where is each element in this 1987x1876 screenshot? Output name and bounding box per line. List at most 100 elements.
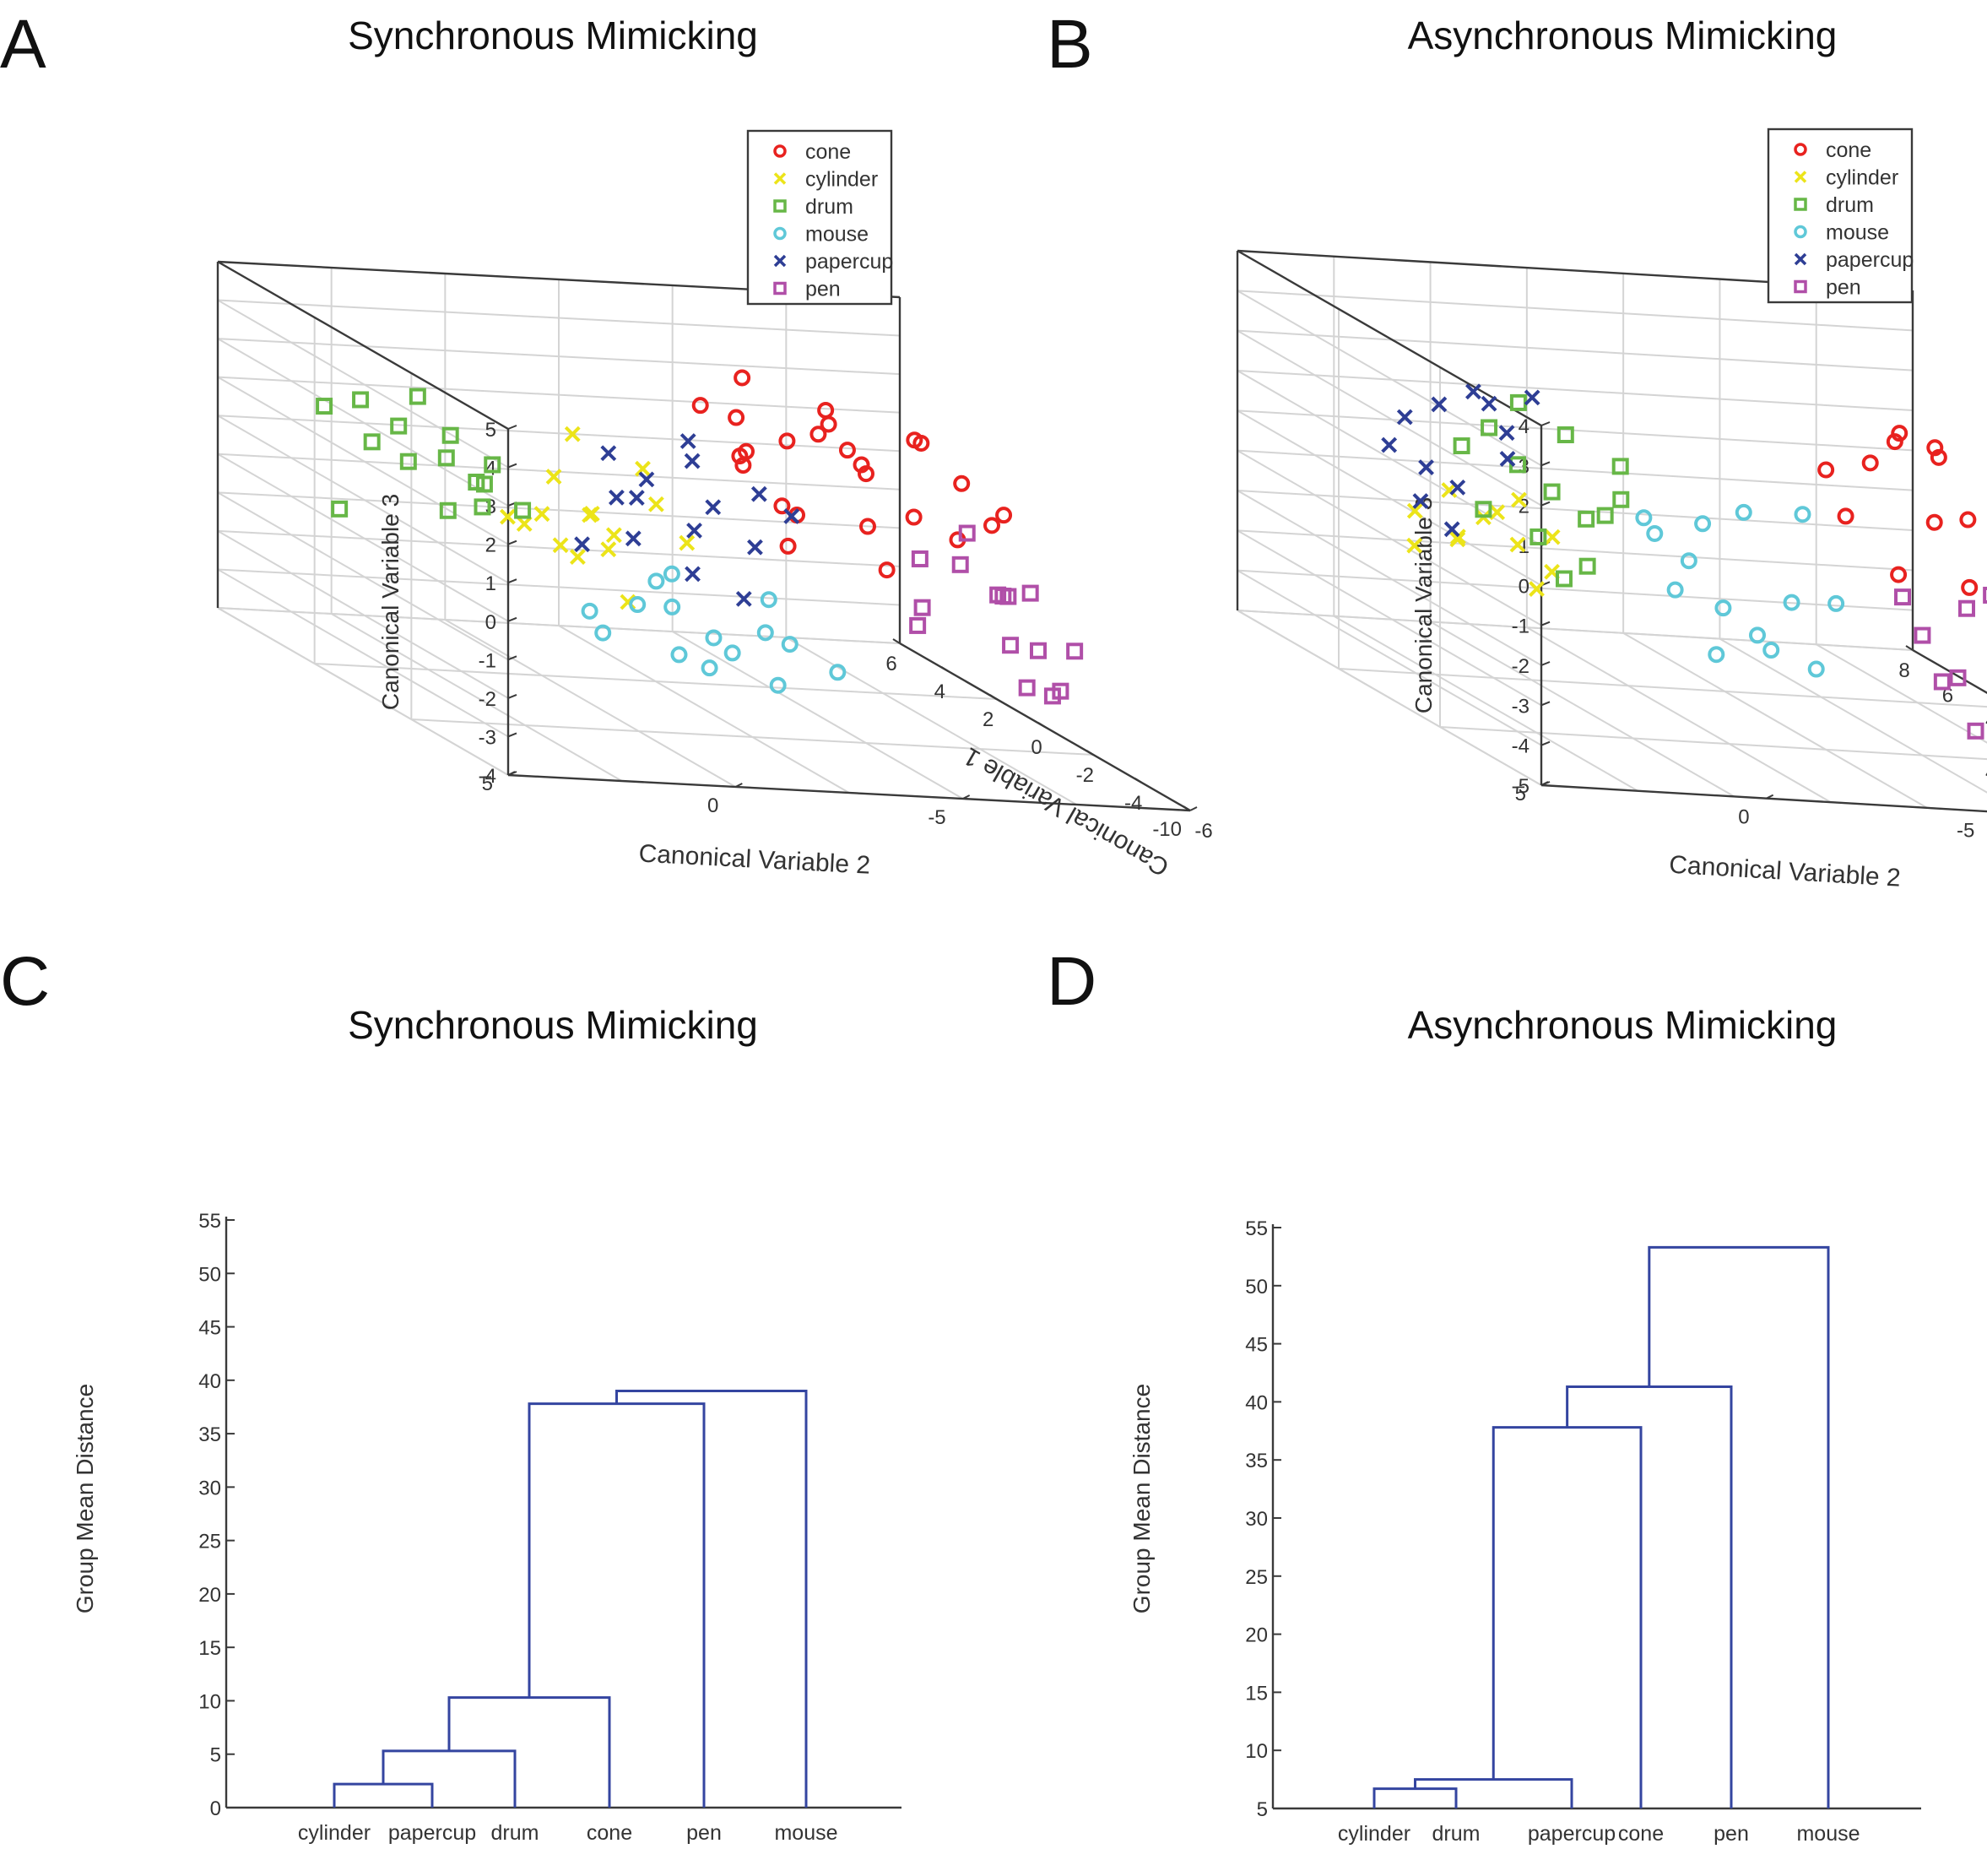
- grid-line: [1237, 490, 1542, 666]
- data-point-pen: [1066, 643, 1084, 660]
- y-tick-label: 0: [210, 1797, 221, 1820]
- data-point-drum: [399, 453, 417, 470]
- series-mouse: [1635, 503, 1845, 678]
- data-point-cylinder: [635, 460, 651, 477]
- grid-line: [1439, 726, 1987, 761]
- grid-line: [672, 631, 964, 800]
- data-point-mouse: [1827, 594, 1845, 612]
- data-point-drum: [1530, 528, 1547, 545]
- data-point-pen: [1030, 642, 1047, 659]
- data-point-cone: [1959, 511, 1977, 529]
- grid-line: [217, 491, 509, 661]
- data-point-papercup: [705, 499, 722, 516]
- data-point-pen: [1914, 626, 1931, 644]
- z-tick-label: -1: [1512, 615, 1530, 638]
- data-point-papercup: [628, 490, 645, 506]
- grid-line: [444, 619, 736, 788]
- data-point-pen: [1967, 722, 1984, 740]
- legend-marker-papercup: [773, 254, 787, 268]
- legend-label-pen: pen: [805, 278, 841, 301]
- tick-mark: [1189, 806, 1198, 811]
- tick-mark: [940, 666, 949, 672]
- y-tick-label: -10: [1152, 818, 1182, 841]
- legend-marker-mouse: [773, 226, 787, 241]
- legend-label-papercup: papercup: [1826, 248, 1914, 272]
- data-point-drum: [1509, 393, 1527, 411]
- grid-line: [1237, 529, 1914, 572]
- data-point-cylinder: [1406, 537, 1423, 554]
- legend-label-cylinder: cylinder: [1826, 166, 1898, 190]
- z-tick-label: -2: [1512, 655, 1530, 678]
- x-axis-label: Canonical Variable 1: [1979, 752, 1987, 892]
- data-point-cone: [1930, 448, 1947, 466]
- tick-mark: [507, 578, 517, 584]
- z-tick-label: 4: [1519, 415, 1530, 438]
- grid-line: [217, 338, 509, 507]
- dendrogram-link: [447, 1696, 611, 1808]
- z-tick-label: 5: [485, 419, 496, 442]
- data-point-papercup: [1443, 521, 1460, 538]
- grid-line: [217, 530, 509, 699]
- z-tick-label: -1: [479, 649, 496, 672]
- data-point-mouse: [647, 572, 665, 590]
- z-tick-label: -3: [479, 726, 496, 749]
- data-point-cylinder: [1544, 529, 1561, 545]
- leaf-label-mouse: mouse: [1796, 1822, 1860, 1846]
- grid-line: [217, 415, 509, 584]
- chart-title: Synchronous Mimicking: [348, 14, 758, 57]
- data-point-drum: [1453, 437, 1470, 455]
- tick-mark: [1183, 805, 1191, 811]
- data-point-cylinder: [1406, 502, 1423, 519]
- data-point-mouse: [769, 676, 787, 694]
- series-pen: [909, 524, 1084, 705]
- data-point-drum: [1611, 458, 1629, 475]
- tick-mark: [507, 616, 517, 622]
- grid-line: [1237, 490, 1914, 531]
- legend-marker-pen: [773, 281, 787, 295]
- tick-mark: [1540, 461, 1551, 467]
- z-tick-label: 0: [1519, 575, 1530, 598]
- data-point-mouse: [1680, 552, 1697, 570]
- y-tick-label: 55: [198, 1210, 221, 1233]
- grid-line: [1719, 637, 1987, 794]
- leaf-label-cone: cone: [1618, 1822, 1664, 1846]
- z-tick-label: 2: [485, 534, 496, 557]
- data-point-mouse: [760, 591, 777, 609]
- dendrogram-link: [528, 1402, 706, 1808]
- data-point-pen: [1983, 586, 1987, 604]
- z-tick-label: 1: [485, 572, 496, 595]
- tick-mark: [1540, 621, 1551, 626]
- data-point-mouse: [581, 602, 598, 620]
- legend: cone cylinder drum mouse papercup pen: [1767, 127, 1914, 304]
- data-point-drum: [484, 456, 501, 474]
- data-point-papercup: [600, 445, 617, 462]
- data-point-drum: [1509, 456, 1526, 474]
- x-tick-label: -4: [1124, 792, 1142, 815]
- data-point-cylinder: [647, 496, 664, 512]
- data-point-cylinder: [583, 506, 600, 522]
- grid-line: [1622, 632, 1928, 809]
- tick-mark: [1037, 722, 1046, 728]
- data-point-drum: [1578, 557, 1596, 575]
- grid-line: [1526, 626, 1832, 804]
- data-point-drum: [1596, 507, 1614, 524]
- leaf-label-papercup: papercup: [1528, 1822, 1616, 1846]
- tick-mark: [1086, 750, 1094, 756]
- tick-mark: [1540, 740, 1551, 746]
- dendrogram-link: [333, 1782, 434, 1808]
- data-point-mouse: [723, 644, 741, 662]
- y-tick-label: 15: [198, 1637, 221, 1660]
- data-point-cylinder: [564, 426, 581, 442]
- y-tick-label: 0: [1738, 806, 1749, 829]
- data-point-cylinder: [679, 534, 696, 551]
- data-point-cone: [906, 431, 923, 449]
- panel-letter-d: D: [1047, 943, 1096, 1020]
- data-point-cone: [995, 507, 1013, 524]
- data-point-cone: [853, 456, 870, 474]
- data-point-mouse: [629, 596, 647, 614]
- data-point-cylinder: [533, 506, 550, 523]
- data-point-papercup: [685, 566, 701, 583]
- data-point-mouse: [1749, 626, 1766, 644]
- grid-line: [217, 568, 509, 738]
- tick-mark: [507, 463, 517, 469]
